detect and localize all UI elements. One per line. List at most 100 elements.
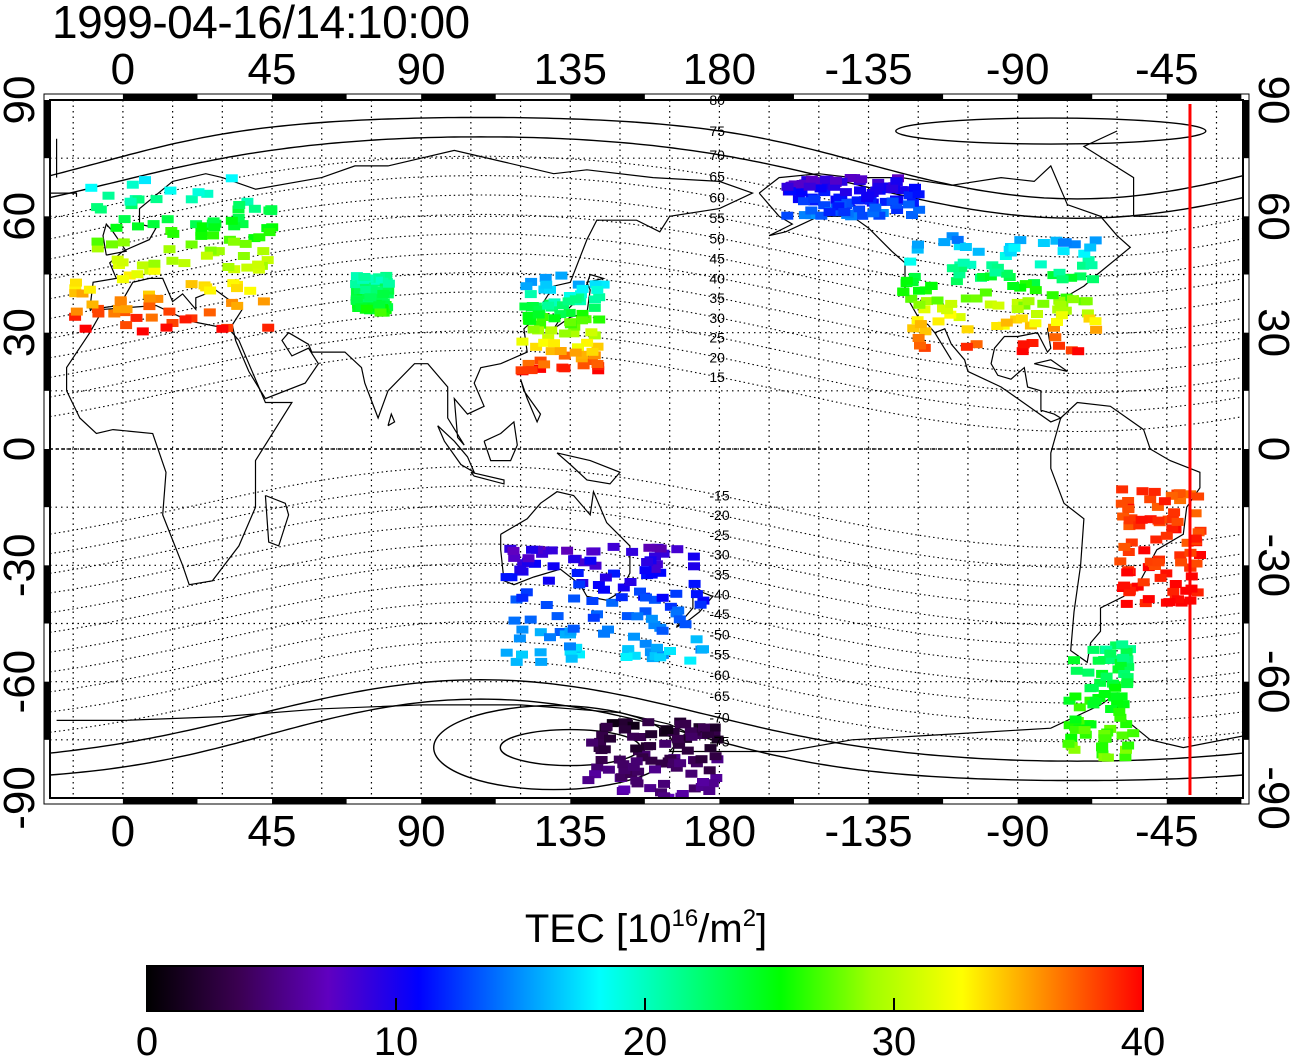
magnetic-latitude-contour — [50, 330, 1243, 413]
tec-sample — [972, 247, 985, 256]
coastline — [520, 379, 542, 424]
tec-sample — [130, 313, 143, 322]
tec-sample — [1171, 517, 1184, 526]
tec-sample — [890, 177, 903, 186]
tec-sample — [591, 285, 604, 294]
tec-sample — [507, 546, 520, 555]
lon-tick-bar-top — [1166, 94, 1242, 100]
tec-sample — [558, 364, 571, 373]
tec-sample — [1084, 243, 1097, 252]
tec-sample — [520, 282, 533, 291]
tec-sample — [1098, 690, 1111, 698]
coastline — [89, 149, 755, 446]
tec-sample — [679, 620, 692, 629]
top-lon-tick-label: 0 — [111, 45, 135, 94]
magnetic-latitude-label: -40 — [709, 586, 729, 602]
top-lon-tick-label: 135 — [534, 45, 607, 94]
tec-sample — [886, 197, 899, 206]
tec-sample — [123, 271, 136, 280]
tec-sample — [950, 277, 963, 286]
colorbar-title-exponent: 16 — [671, 905, 699, 932]
tec-sample — [1069, 725, 1082, 734]
tec-sample — [1136, 487, 1149, 496]
tec-sample — [854, 186, 866, 195]
tec-sample — [70, 307, 83, 316]
tec-sample — [631, 612, 644, 621]
tec-sample — [1074, 272, 1087, 281]
tec-sample — [136, 327, 149, 336]
tec-sample — [116, 275, 129, 284]
tec-sample — [913, 300, 926, 309]
tec-sample — [670, 609, 683, 618]
tec-sample — [795, 188, 808, 197]
tec-sample — [564, 642, 576, 651]
colorbar-title-unit: /m — [698, 907, 743, 951]
tec-sample — [621, 612, 634, 621]
tec-sample — [841, 199, 854, 207]
right-lat-tick-label: 30 — [1249, 308, 1292, 357]
tec-sample — [533, 305, 546, 314]
right-lat-tick-label: -60 — [1249, 650, 1292, 714]
tec-sample — [1189, 509, 1202, 518]
tec-sample — [1092, 656, 1105, 665]
tec-sample — [931, 296, 944, 305]
tec-sample — [1026, 339, 1039, 347]
tec-sample — [805, 211, 818, 220]
tec-sample — [711, 735, 724, 744]
tec-sample — [1114, 658, 1127, 667]
tec-sample — [548, 314, 561, 323]
tec-sample — [902, 186, 915, 195]
tec-sample — [984, 300, 997, 309]
tec-sample — [639, 639, 652, 648]
tec-sample — [539, 273, 552, 282]
tec-sample — [1122, 741, 1135, 750]
magnetic-latitude-contour — [50, 136, 1243, 220]
tec-sample — [1077, 261, 1089, 270]
magnetic-latitude-label: -50 — [709, 626, 729, 642]
magnetic-latitude-contour — [50, 562, 1243, 646]
tec-sample — [69, 284, 82, 293]
tec-sample — [350, 296, 363, 305]
tec-sample — [204, 286, 217, 295]
tec-sample — [1078, 726, 1091, 735]
tec-sample — [592, 366, 605, 375]
tec-sample — [241, 263, 254, 272]
tec-sample — [538, 338, 551, 347]
tec-sample — [911, 245, 924, 254]
tec-sample — [783, 187, 796, 196]
tec-sample — [814, 184, 827, 193]
magnetic-latitude-label: 55 — [709, 210, 725, 226]
tec-sample — [225, 174, 238, 183]
coastline — [264, 494, 290, 547]
tec-sample — [1168, 508, 1181, 517]
magnetic-latitude-contour — [50, 194, 1243, 277]
tec-sample — [548, 339, 560, 348]
tec-sample — [1152, 516, 1165, 525]
tec-sample — [94, 205, 107, 214]
tec-sample — [360, 304, 373, 313]
tec-sample — [239, 239, 252, 248]
tec-sample — [900, 276, 913, 285]
tec-sample — [545, 347, 558, 356]
tec-sample — [658, 792, 670, 798]
tec-sample — [1191, 588, 1204, 597]
tec-sample — [358, 273, 371, 281]
tec-sample — [555, 271, 568, 280]
tec-sample — [805, 206, 818, 215]
magnetic-latitude-labels: 8075706560555045403530252015-15-20-25-30… — [709, 92, 729, 750]
tec-sample — [1127, 729, 1140, 738]
lat-tick-bar-left — [44, 216, 50, 275]
tec-sample — [252, 260, 265, 269]
tec-sample — [1172, 595, 1184, 604]
tec-sample — [670, 589, 683, 598]
lon-tick-bar-bottom — [122, 798, 198, 804]
lon-tick-bar-top — [122, 94, 198, 100]
magnetic-latitude-label: 50 — [709, 230, 725, 246]
tec-sample — [1121, 568, 1134, 577]
tec-sample — [587, 613, 600, 622]
tec-sample — [163, 245, 176, 254]
tec-sample — [957, 258, 970, 267]
tec-sample — [1050, 236, 1063, 245]
tec-sample — [1122, 505, 1135, 514]
tec-sample — [76, 289, 89, 298]
